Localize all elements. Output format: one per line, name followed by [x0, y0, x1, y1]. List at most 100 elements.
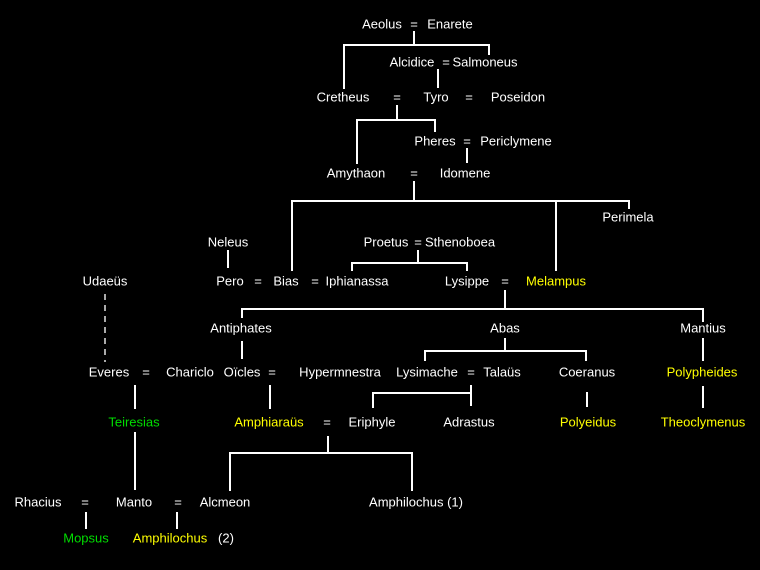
person-lysippe: Lysippe [444, 273, 490, 289]
person-alcidice: Alcidice [389, 54, 435, 70]
person-chariclo: Chariclo [166, 364, 214, 380]
tree-connector [504, 338, 506, 351]
tree-connector [241, 308, 243, 318]
tree-connector [413, 31, 415, 44]
tree-connector [396, 105, 398, 120]
person-poseidon: Poseidon [490, 89, 546, 105]
tree-connector [356, 119, 358, 164]
person-mopsus: Mopsus [63, 530, 109, 546]
tree-connector [702, 338, 704, 361]
tree-connector [504, 290, 506, 310]
person-salmoneus: Salmoneus [452, 54, 518, 70]
person-neleus: Neleus [207, 234, 249, 250]
person-amythaon: Amythaon [326, 165, 386, 181]
person-polyeidus: Polyeidus [559, 414, 617, 430]
tree-connector [227, 250, 229, 268]
equals-sign: = [442, 54, 450, 70]
tree-connector [176, 512, 178, 529]
tree-connector [424, 350, 587, 352]
person-oi-cles: Oïcles [223, 364, 261, 380]
tree-connector [586, 392, 588, 407]
equals-sign: = [268, 364, 276, 380]
person-abas: Abas [490, 320, 520, 336]
person-pero: Pero [216, 273, 244, 289]
person-eriphyle: Eriphyle [348, 414, 396, 430]
person-bias: Bias [273, 273, 299, 289]
tree-connector [229, 452, 231, 491]
tree-connector [434, 119, 436, 132]
equals-sign: = [463, 133, 471, 149]
equals-sign: = [501, 273, 509, 289]
tree-connector [466, 148, 468, 163]
person-proetus: Proetus [363, 234, 409, 250]
person-idomene: Idomene [439, 165, 491, 181]
tree-connector [85, 512, 87, 529]
tree-connector [291, 200, 630, 202]
person-periclymene: Periclymene [480, 133, 552, 149]
tree-connector [351, 262, 353, 271]
tree-connector [269, 385, 271, 409]
tree-connector [628, 200, 630, 209]
equals-sign: = [465, 89, 473, 105]
equals-sign: = [311, 273, 319, 289]
tree-connector [343, 44, 345, 89]
tree-connector [585, 350, 587, 361]
tree-connector [241, 341, 243, 359]
equals-sign: = [393, 89, 401, 105]
person-rhacius: Rhacius [14, 494, 62, 510]
tree-connector [437, 69, 439, 88]
tree-connector [413, 181, 415, 201]
equals-sign: = [323, 414, 331, 430]
tree-connector [372, 392, 472, 394]
person-manto: Manto [115, 494, 153, 510]
person-enarete: Enarete [427, 16, 473, 32]
person-iphianassa: Iphianassa [325, 273, 389, 289]
tree-connector [343, 44, 490, 46]
tree-connector [134, 432, 136, 490]
person-theoclymenus: Theoclymenus [660, 414, 746, 430]
tree-connector-dashed [104, 294, 106, 362]
tree-connector [702, 386, 704, 408]
tree-connector [356, 119, 436, 121]
equals-sign: = [410, 165, 418, 181]
equals-sign: = [81, 494, 89, 510]
tree-connector [424, 350, 426, 361]
person-tyro: Tyro [423, 89, 449, 105]
equals-sign: = [142, 364, 150, 380]
person-udaeu-s: Udaeüs [82, 273, 128, 289]
person-antiphates: Antiphates [210, 320, 272, 336]
tree-connector [372, 392, 374, 408]
tree-connector [134, 385, 136, 409]
person-melampus: Melampus [526, 273, 586, 289]
person-teiresias: Teiresias [108, 414, 160, 430]
tree-connector [488, 44, 490, 55]
tree-connector [702, 308, 704, 322]
tree-connector [327, 436, 329, 454]
tree-connector [411, 452, 413, 491]
person-sthenoboea: Sthenoboea [424, 234, 496, 250]
person-adrastus: Adrastus [443, 414, 495, 430]
tree-connector [229, 452, 413, 454]
equals-sign: = [254, 273, 262, 289]
person-2: (2) [218, 530, 234, 546]
person-aeolus: Aeolus [362, 16, 402, 32]
person-talau-s: Talaüs [483, 364, 521, 380]
person-mantius: Mantius [680, 320, 726, 336]
equals-sign: = [410, 16, 418, 32]
tree-connector [241, 308, 704, 310]
person-perimela: Perimela [602, 209, 654, 225]
person-lysimache: Lysimache [396, 364, 458, 380]
tree-connector [417, 250, 419, 263]
tree-connector [470, 385, 472, 406]
tree-connector [291, 200, 293, 271]
person-alcmeon: Alcmeon [199, 494, 251, 510]
person-polypheides: Polypheides [666, 364, 738, 380]
person-coeranus: Coeranus [558, 364, 616, 380]
person-pheres: Pheres [414, 133, 456, 149]
person-amphilochus: Amphilochus [132, 530, 208, 546]
tree-connector [466, 262, 468, 271]
equals-sign: = [467, 364, 475, 380]
person-amphiarau-s: Amphiaraüs [234, 414, 304, 430]
person-everes: Everes [88, 364, 130, 380]
